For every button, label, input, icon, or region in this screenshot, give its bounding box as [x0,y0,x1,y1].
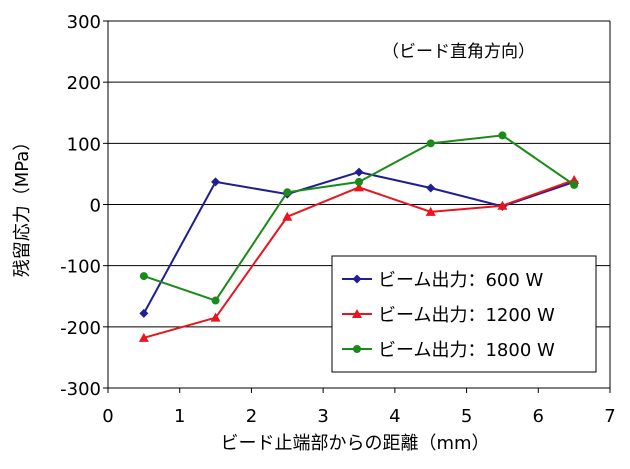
legend-box [331,255,597,373]
legend-entry-label: ビーム出力：600 W [378,270,544,291]
x-tick-label: 6 [533,406,544,427]
data-point-series-3 [211,296,220,305]
x-axis-label: ビード止端部からの距離（mm） [220,433,489,454]
legend-swatch-marker [353,345,361,353]
legend-entry-label: ビーム出力：1800 W [378,340,555,361]
data-point-series-3 [498,131,507,140]
x-tick-label: 2 [246,406,257,427]
data-point-series-1 [139,308,149,318]
data-point-series-1 [211,177,221,187]
y-tick-label: -300 [60,379,101,400]
data-point-series-2 [210,312,221,322]
data-point-series-3 [283,188,292,197]
x-tick-label: 0 [102,406,113,427]
legend-swatch-marker [352,309,362,318]
legend-swatch-marker [352,274,362,284]
x-tick-label: 3 [317,406,328,427]
y-tick-label: 300 [67,12,101,33]
data-point-series-3 [139,272,148,281]
y-tick-label: 200 [67,73,101,94]
data-point-series-2 [425,206,436,216]
data-point-series-1 [426,183,436,193]
data-point-series-3 [426,139,435,148]
data-point-series-1 [354,167,364,177]
data-point-series-2 [569,175,580,185]
y-tick-label: 100 [67,134,101,155]
y-tick-label: -100 [60,257,101,278]
x-tick-label: 1 [174,406,185,427]
data-point-series-2 [138,332,149,342]
x-tick-label: 5 [461,406,472,427]
data-point-series-2 [354,182,364,192]
y-tick-label: 0 [90,196,101,217]
chart-annotation: （ビード直角方向） [382,42,535,62]
x-tick-label: 4 [389,406,400,427]
legend-entry-label: ビーム出力：1200 W [378,305,555,326]
x-tick-label: 7 [604,406,615,427]
y-axis-label: 残留応力（MPa） [12,133,33,278]
y-tick-label: -200 [60,318,101,339]
data-point-series-2 [497,200,508,210]
data-point-series-3 [355,177,363,186]
data-point-series-3 [570,180,579,189]
data-point-series-2 [282,211,293,221]
